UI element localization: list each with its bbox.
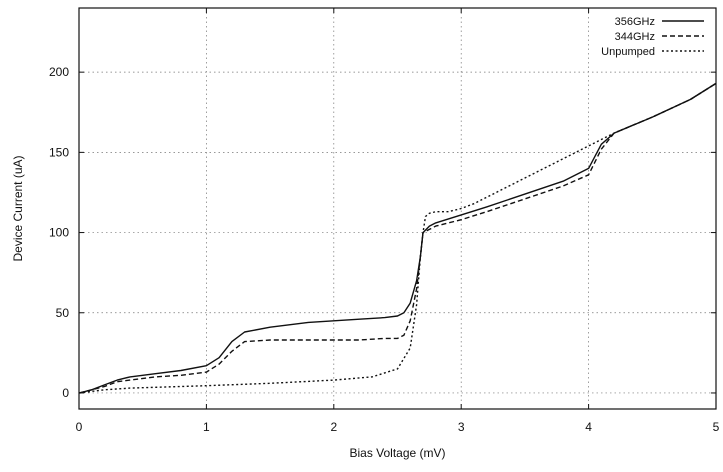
legend-label: 344GHz [615,31,655,43]
x-axis-label: Bias Voltage (mV) [349,446,445,460]
y-tick-label: 50 [56,306,70,320]
legend: 356GHz 344GHz Unpumped [601,16,704,58]
plot-frame [78,7,717,410]
series-line-1 [78,82,717,394]
x-tick-label: 5 [713,420,720,434]
x-axis-ticks: 0 1 2 3 4 5 [76,8,720,434]
y-tick-label: 100 [49,226,69,240]
y-tick-label: 150 [49,145,69,159]
x-tick-label: 4 [585,420,592,434]
legend-label: Unpumped [601,46,655,58]
y-axis-label: Device Current (uA) [11,155,25,261]
x-tick-label: 2 [330,420,337,434]
grid-lines [79,8,716,409]
x-tick-label: 1 [203,420,210,434]
x-tick-label: 3 [458,420,465,434]
legend-label: 356GHz [615,16,655,28]
series-line-2 [78,82,717,394]
y-tick-label: 0 [62,386,69,400]
x-tick-label: 0 [76,420,83,434]
y-axis-ticks: 0 50 100 150 200 [49,65,716,400]
series-layer [78,82,717,394]
y-tick-label: 200 [49,65,69,79]
